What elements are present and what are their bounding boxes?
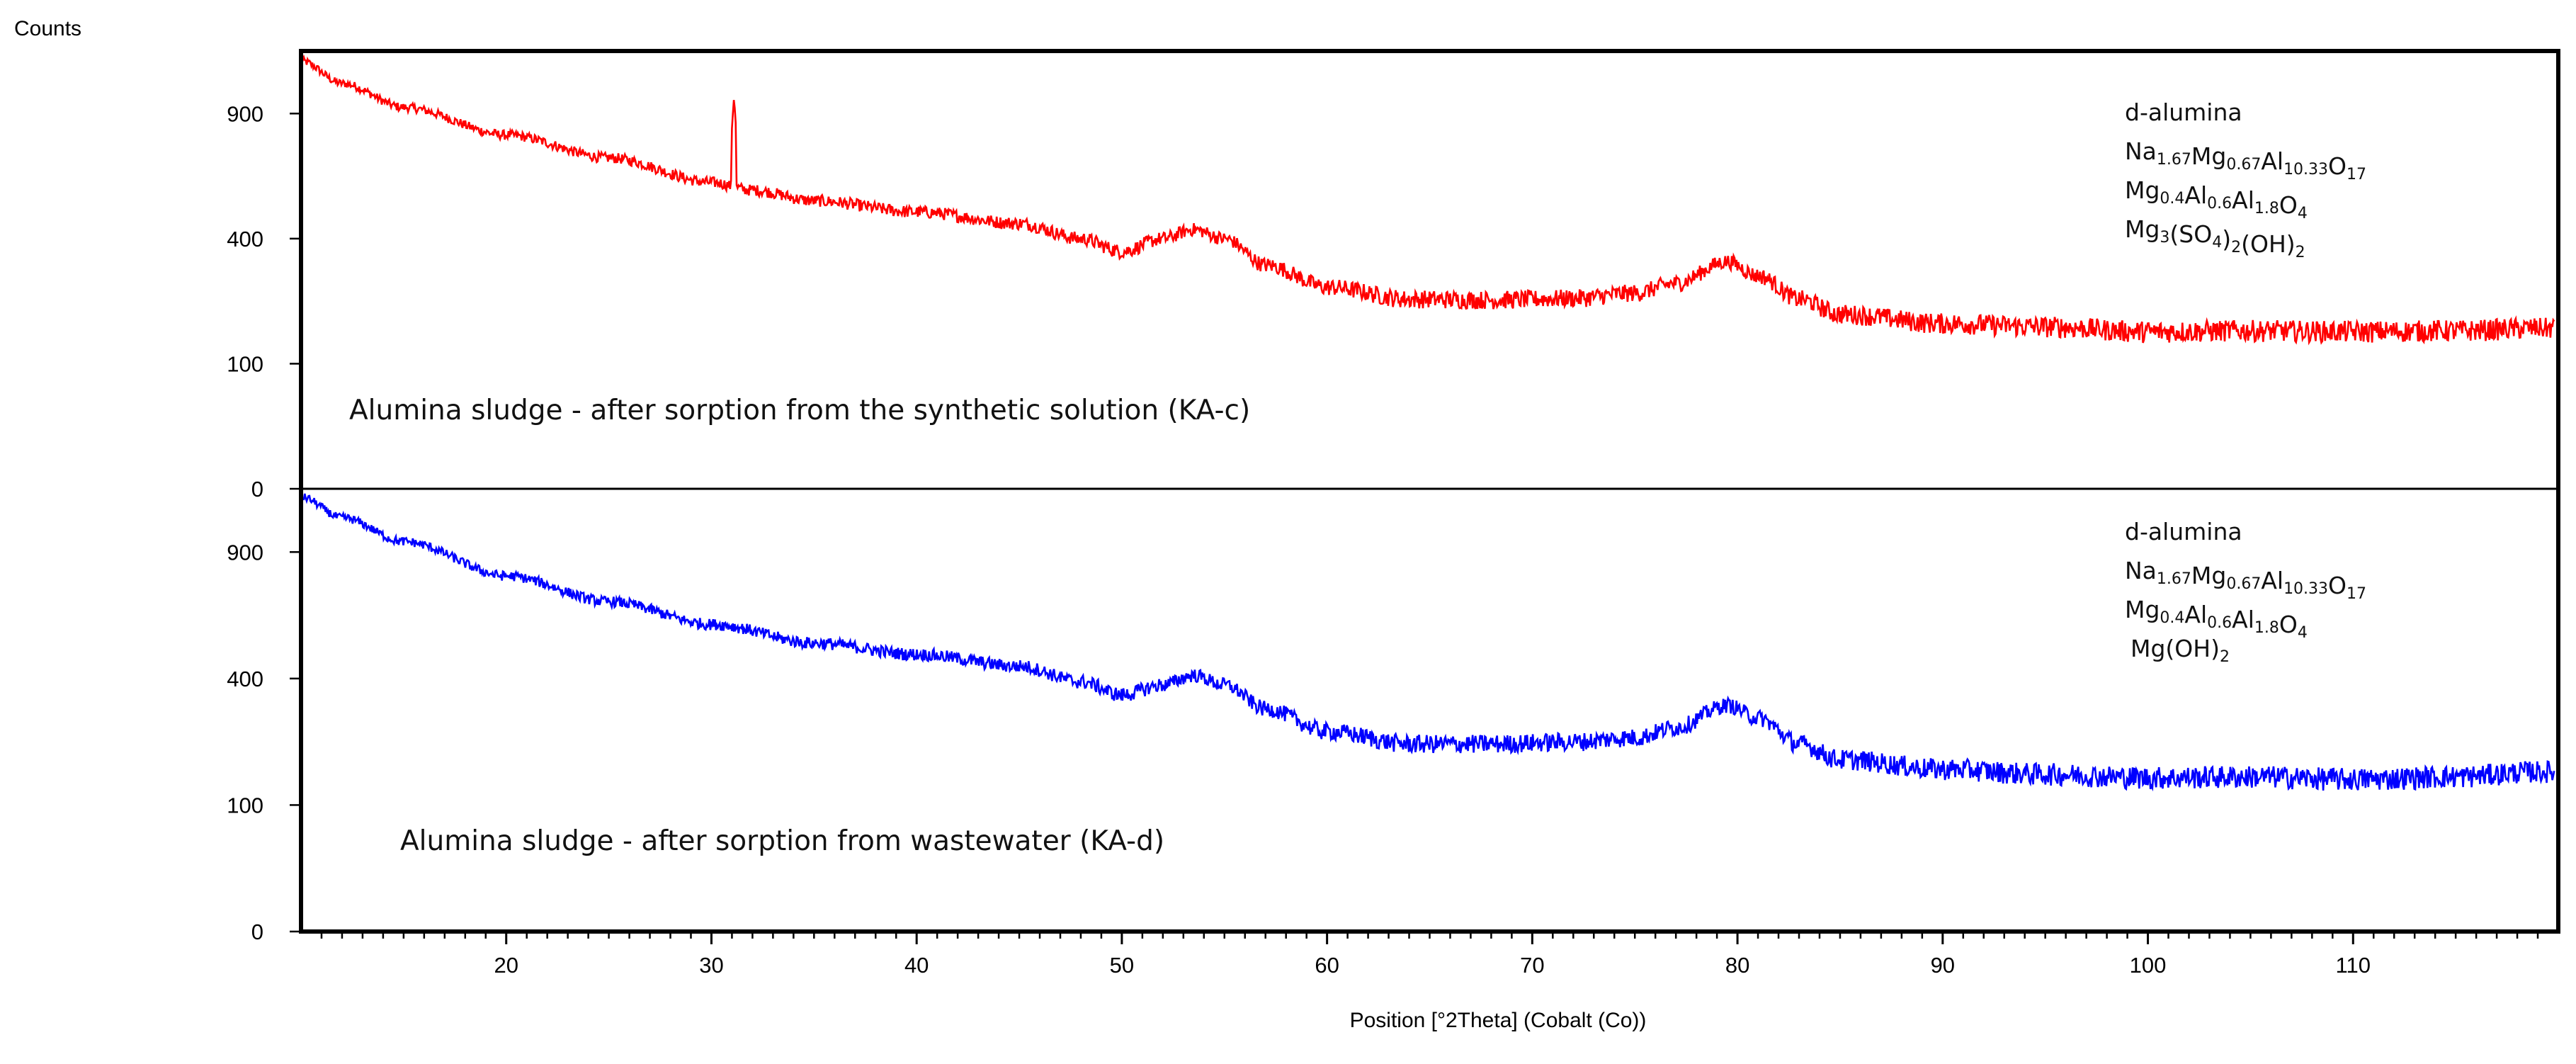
- phase-label: Mg0.4Al0.6Al1.8O4: [2125, 176, 2308, 222]
- y-tick-label: 0: [251, 477, 263, 502]
- panel-KA-d: 100 400 900 0 Alumina sludge - after sorptio…: [227, 493, 2555, 944]
- x-tick-label: 70: [1520, 953, 1544, 978]
- y-tick-label: 400: [227, 227, 263, 251]
- x-tick-label: 50: [1110, 953, 1134, 978]
- plot-frame: [299, 49, 2560, 934]
- phase-label: Mg0.4Al0.6Al1.8O4: [2125, 596, 2308, 642]
- phase-label: Na1.67Mg0.67Al10.33O17: [2125, 137, 2366, 183]
- x-tick-label: 20: [494, 953, 518, 978]
- y-tick-label: 100: [227, 351, 263, 376]
- panel-caption: Alumina sludge - after sorption from was…: [400, 825, 1164, 857]
- x-tick-label: 90: [1931, 953, 1955, 978]
- y-tick-label: 0: [251, 919, 263, 944]
- y-tick-label: 900: [227, 101, 263, 126]
- y-axis-label: Counts: [14, 17, 81, 40]
- phase-label: Na1.67Mg0.67Al10.33O17: [2125, 557, 2366, 603]
- y-tick-label: 400: [227, 667, 263, 691]
- phase-label: Mg(OH)2: [2130, 635, 2230, 666]
- phase-label: d-alumina: [2125, 518, 2242, 545]
- x-tick-label: 110: [2336, 953, 2371, 978]
- x-axis-label: Position [°2Theta] (Cobalt (Co)): [1350, 1009, 1647, 1032]
- y-tick-label: 900: [227, 540, 263, 565]
- phase-label: d-alumina: [2125, 98, 2242, 126]
- phase-label: Mg3(SO4)2(OH)2: [2125, 215, 2305, 261]
- panel-caption: Alumina sludge - after sorption from the…: [349, 395, 1250, 426]
- y-tick-label: 100: [227, 793, 263, 817]
- series-line-KA-c: [300, 54, 2555, 346]
- x-tick-label: 80: [1725, 953, 1749, 978]
- x-tick-label: 40: [904, 953, 929, 978]
- x-tick-label: 100: [2130, 953, 2167, 978]
- x-tick-label: 60: [1315, 953, 1339, 978]
- series-line-KA-d: [300, 493, 2555, 792]
- x-tick-label: 30: [699, 953, 723, 978]
- panel-KA-c: 0 100 400 900 Alumina sludge - after sorptio…: [227, 54, 2555, 502]
